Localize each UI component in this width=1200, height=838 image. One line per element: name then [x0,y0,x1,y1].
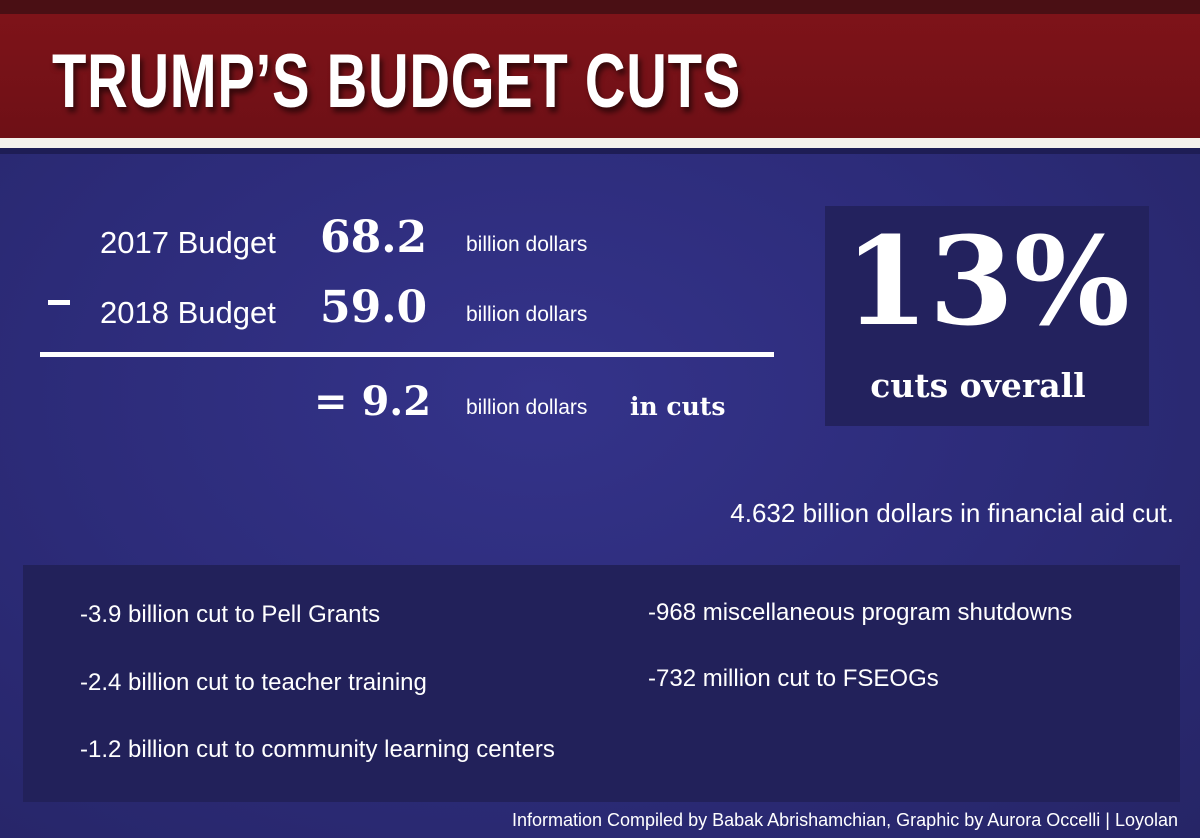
credit-line: Information Compiled by Babak Abrishamch… [511,810,1178,830]
cuts-list-panel [23,565,1180,802]
percent-summary-box: 13% cuts overall [825,206,1149,426]
header-divider-shadow [0,148,1200,154]
header-banner: TRUMP’S BUDGET CUTS [0,14,1200,138]
cuts-result-unit: billion dollars [466,396,588,419]
header-divider [0,138,1200,148]
financial-aid-note: 4.632 billion dollars in financial aid c… [730,498,1174,528]
top-strip [0,0,1200,14]
budget-2018-unit: billion dollars [466,303,588,326]
list-item: -2.4 billion cut to teacher training [80,669,427,696]
budget-2017-value: 68.2 [320,212,428,263]
budget-2017-label: 2017 Budget [100,225,276,260]
budget-2018-value: 59.0 [320,282,428,333]
percent-label: cuts overall [870,366,1086,405]
equation-rule [40,352,774,357]
list-item: -968 miscellaneous program shutdowns [648,599,1073,626]
list-item: -732 million cut to FSEOGs [648,665,939,692]
budget-2018-label: 2018 Budget [100,295,276,330]
cuts-result-suffix: in cuts [630,392,726,421]
page-title: TRUMP’S BUDGET CUTS [52,39,741,124]
cuts-result-value: = 9.2 [314,378,432,425]
minus-sign [48,300,70,305]
budget-2017-unit: billion dollars [466,233,588,256]
list-item: -3.9 billion cut to Pell Grants [80,601,381,628]
list-item: -1.2 billion cut to community learning c… [80,736,555,763]
percent-value: 13% [844,209,1130,353]
